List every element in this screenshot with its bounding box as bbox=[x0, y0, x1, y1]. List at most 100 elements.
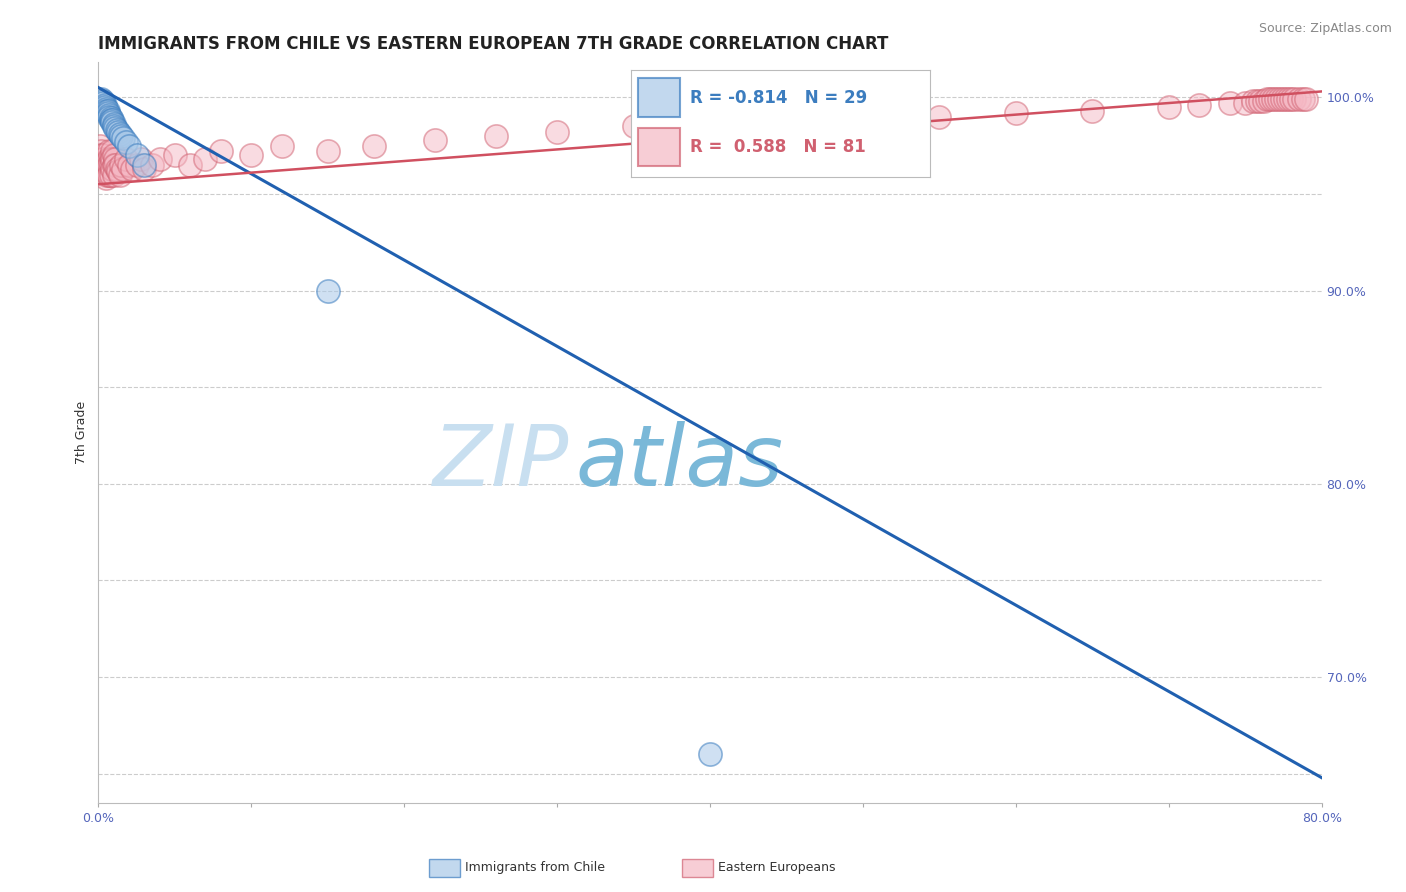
Point bbox=[97, 168, 120, 182]
Point bbox=[94, 103, 117, 118]
Point bbox=[699, 747, 721, 762]
Point bbox=[1258, 92, 1281, 106]
Point bbox=[1256, 92, 1278, 106]
Point bbox=[103, 158, 125, 172]
Point bbox=[104, 152, 127, 166]
Point bbox=[1081, 103, 1104, 118]
Point bbox=[163, 148, 186, 162]
Point bbox=[1292, 92, 1315, 106]
Point bbox=[107, 163, 129, 178]
Point bbox=[1004, 105, 1026, 120]
Point bbox=[103, 120, 125, 134]
Y-axis label: 7th Grade: 7th Grade bbox=[75, 401, 89, 464]
Point bbox=[240, 148, 263, 162]
Point bbox=[97, 103, 120, 118]
Point bbox=[1157, 100, 1180, 114]
Point bbox=[89, 138, 111, 153]
Point bbox=[363, 138, 385, 153]
Point bbox=[149, 152, 172, 166]
Point bbox=[1241, 94, 1264, 108]
Point bbox=[316, 284, 339, 298]
Point bbox=[1288, 92, 1310, 106]
Point bbox=[100, 113, 122, 128]
Text: ZIP: ZIP bbox=[433, 421, 569, 504]
Text: atlas: atlas bbox=[575, 421, 783, 504]
Point bbox=[94, 171, 117, 186]
Point bbox=[1282, 92, 1305, 106]
Text: IMMIGRANTS FROM CHILE VS EASTERN EUROPEAN 7TH GRADE CORRELATION CHART: IMMIGRANTS FROM CHILE VS EASTERN EUROPEA… bbox=[98, 35, 889, 53]
Point bbox=[101, 152, 124, 166]
Point bbox=[129, 152, 152, 166]
Point bbox=[93, 163, 115, 178]
Point bbox=[100, 158, 122, 172]
Point bbox=[270, 138, 292, 153]
Point bbox=[1188, 98, 1211, 112]
Point bbox=[101, 145, 124, 159]
Point bbox=[104, 121, 127, 136]
Point bbox=[928, 110, 950, 124]
Point bbox=[179, 158, 201, 172]
Point bbox=[623, 120, 645, 134]
Point bbox=[134, 161, 156, 176]
Point bbox=[103, 117, 125, 131]
Point bbox=[101, 113, 124, 128]
Point bbox=[94, 102, 117, 116]
Point bbox=[1219, 96, 1241, 111]
Point bbox=[90, 148, 112, 162]
Point bbox=[775, 113, 797, 128]
Point bbox=[97, 105, 120, 120]
Point bbox=[1246, 94, 1268, 108]
Point bbox=[98, 110, 121, 124]
Point bbox=[103, 148, 125, 162]
Point bbox=[100, 112, 122, 126]
Point bbox=[125, 158, 148, 172]
Point bbox=[107, 125, 129, 139]
Point bbox=[91, 152, 114, 166]
Point bbox=[101, 115, 124, 129]
Point bbox=[110, 128, 132, 143]
Point bbox=[1277, 92, 1299, 106]
Point bbox=[97, 158, 120, 172]
Point bbox=[90, 145, 112, 159]
Point bbox=[209, 145, 232, 159]
Point bbox=[91, 158, 114, 172]
Point bbox=[1295, 92, 1317, 106]
Point bbox=[485, 128, 508, 143]
Point bbox=[105, 123, 128, 137]
Point bbox=[94, 161, 117, 176]
Point bbox=[1279, 92, 1302, 106]
Point bbox=[91, 96, 114, 111]
Point bbox=[111, 161, 134, 176]
Point bbox=[91, 94, 114, 108]
Point bbox=[1264, 92, 1286, 106]
Point bbox=[121, 161, 143, 176]
Point bbox=[93, 100, 115, 114]
Point bbox=[101, 161, 124, 176]
Point bbox=[1268, 92, 1291, 106]
Point bbox=[1271, 92, 1294, 106]
Text: Eastern Europeans: Eastern Europeans bbox=[718, 862, 837, 874]
Point bbox=[1261, 92, 1284, 106]
Point bbox=[108, 168, 131, 182]
Point bbox=[1249, 94, 1271, 108]
Point bbox=[118, 158, 141, 172]
Text: Immigrants from Chile: Immigrants from Chile bbox=[465, 862, 606, 874]
Point bbox=[111, 131, 134, 145]
Text: Source: ZipAtlas.com: Source: ZipAtlas.com bbox=[1258, 22, 1392, 36]
Point bbox=[852, 113, 875, 128]
Point bbox=[103, 168, 125, 182]
Point bbox=[141, 158, 163, 172]
Point bbox=[98, 145, 121, 159]
Point bbox=[90, 92, 112, 106]
Point bbox=[115, 135, 138, 149]
Point bbox=[93, 158, 115, 172]
Point bbox=[104, 158, 127, 172]
Point bbox=[98, 152, 121, 166]
Point bbox=[125, 148, 148, 162]
Point bbox=[1234, 96, 1257, 111]
Point bbox=[316, 145, 339, 159]
Point bbox=[97, 152, 120, 166]
Point bbox=[91, 148, 114, 162]
Point bbox=[105, 161, 128, 176]
Point bbox=[194, 152, 217, 166]
